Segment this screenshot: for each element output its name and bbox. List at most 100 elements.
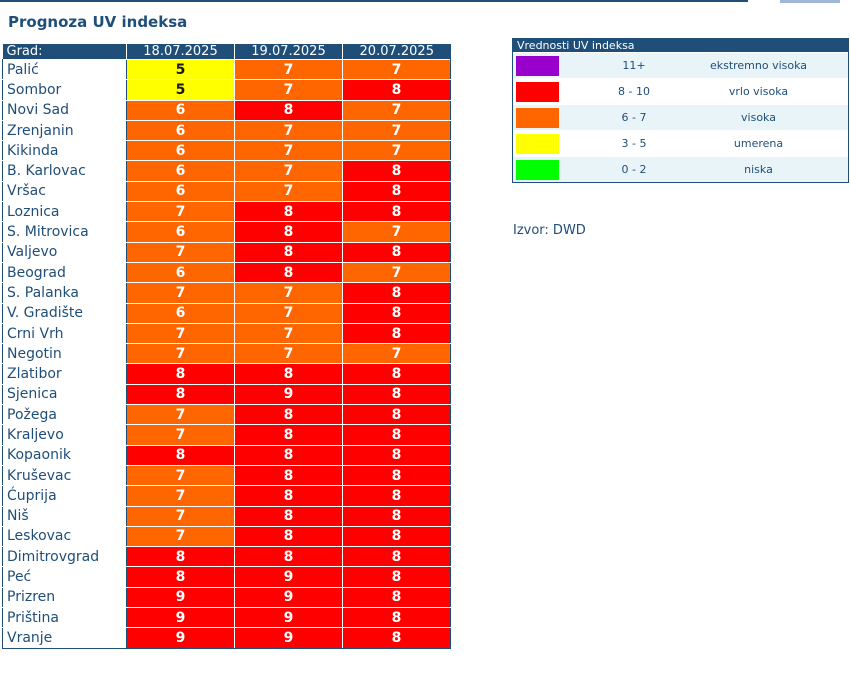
table-row: Niš 7 8 8 <box>2 505 451 527</box>
uv-value-cell: 9 <box>126 586 235 609</box>
table-row: B. Karlovac 6 7 8 <box>2 160 451 182</box>
city-name: B. Karlovac <box>2 160 127 182</box>
uv-value-cell: 7 <box>126 322 235 345</box>
uv-value-cell: 8 <box>342 627 451 649</box>
uv-value-cell: 8 <box>126 546 235 568</box>
uv-forecast-table: Grad: 18.07.2025 19.07.2025 20.07.2025 P… <box>2 44 451 649</box>
uv-value-cell: 8 <box>342 607 451 629</box>
uv-value-cell: 8 <box>342 302 451 324</box>
uv-value-cell: 8 <box>342 282 451 304</box>
uv-value-cell: 8 <box>234 464 343 487</box>
city-name: Novi Sad <box>2 99 127 121</box>
uv-value-cell: 8 <box>342 444 451 466</box>
uv-value-cell: 8 <box>126 363 235 385</box>
table-row: Ćuprija 7 8 8 <box>2 485 451 507</box>
uv-value-cell: 7 <box>234 322 343 345</box>
uv-value-cell: 5 <box>126 58 235 81</box>
legend-range: 6 - 7 <box>621 111 647 124</box>
uv-value-cell: 7 <box>126 464 235 487</box>
uv-value-cell: 9 <box>126 627 235 649</box>
uv-value-cell: 8 <box>234 99 343 121</box>
table-row: Priština 9 9 8 <box>2 607 451 629</box>
city-name: Crni Vrh <box>2 322 127 345</box>
city-name: Vršac <box>2 180 127 203</box>
uv-value-cell: 8 <box>234 444 343 466</box>
legend-row: 11+ ekstremno visoka <box>513 52 848 78</box>
uv-legend: Vrednosti UV indeksa 11+ ekstremno visoka… <box>512 38 849 183</box>
city-name: S. Palanka <box>2 282 127 304</box>
legend-label: visoka <box>741 111 776 124</box>
table-row: Dimitrovgrad 8 8 8 <box>2 546 451 568</box>
city-name: Požega <box>2 404 127 426</box>
uv-value-cell: 8 <box>234 261 343 284</box>
city-name: Valjevo <box>2 241 127 263</box>
table-row: Prizren 9 9 8 <box>2 586 451 609</box>
table-row: Vranje 9 9 8 <box>2 627 451 649</box>
city-name: Prizren <box>2 586 127 609</box>
city-name: S. Mitrovica <box>2 221 127 243</box>
uv-value-cell: 8 <box>234 363 343 385</box>
uv-value-cell: 8 <box>234 424 343 446</box>
uv-value-cell: 6 <box>126 140 235 162</box>
uv-value-cell: 8 <box>234 546 343 568</box>
uv-value-cell: 7 <box>234 302 343 324</box>
table-row: Kopaonik 8 8 8 <box>2 444 451 466</box>
uv-value-cell: 7 <box>342 261 451 284</box>
uv-value-cell: 7 <box>234 282 343 304</box>
table-row: Požega 7 8 8 <box>2 404 451 426</box>
city-name: V. Gradište <box>2 302 127 324</box>
table-row: Valjevo 7 8 8 <box>2 241 451 263</box>
uv-value-cell: 7 <box>234 180 343 203</box>
uv-value-cell: 8 <box>342 485 451 507</box>
uv-value-cell: 8 <box>234 221 343 243</box>
city-name: Beograd <box>2 261 127 284</box>
uv-value-cell: 8 <box>342 525 451 548</box>
table-row: Loznica 7 8 8 <box>2 201 451 223</box>
uv-value-cell: 8 <box>126 383 235 406</box>
city-name: Dimitrovgrad <box>2 546 127 568</box>
uv-value-cell: 7 <box>234 58 343 81</box>
column-header-date: 18.07.2025 <box>126 44 235 60</box>
table-row: Beograd 6 8 7 <box>2 261 451 284</box>
legend-color-swatch <box>516 107 559 128</box>
table-row: Palić 5 7 7 <box>2 58 451 81</box>
uv-value-cell: 8 <box>342 566 451 588</box>
legend-label: ekstremno visoka <box>709 59 808 72</box>
uv-value-cell: 8 <box>234 525 343 548</box>
uv-value-cell: 7 <box>234 160 343 182</box>
uv-value-cell: 7 <box>126 404 235 426</box>
table-row: Sjenica 8 9 8 <box>2 383 451 406</box>
city-name: Kopaonik <box>2 444 127 466</box>
legend-color-swatch <box>516 133 559 154</box>
column-header-city: Grad: <box>2 44 127 60</box>
uv-value-cell: 7 <box>342 140 451 162</box>
legend-title: Vrednosti UV indeksa <box>513 39 848 52</box>
header-logo-fragment <box>780 0 840 3</box>
table-row: Novi Sad 6 8 7 <box>2 99 451 121</box>
uv-value-cell: 6 <box>126 119 235 142</box>
uv-value-cell: 9 <box>234 383 343 406</box>
legend-row: 8 - 10 vrlo visoka <box>513 78 848 104</box>
uv-value-cell: 7 <box>126 201 235 223</box>
uv-value-cell: 8 <box>342 464 451 487</box>
uv-value-cell: 7 <box>342 58 451 81</box>
uv-value-cell: 6 <box>126 261 235 284</box>
page-title: Prognoza UV indeksa <box>8 13 188 31</box>
uv-value-cell: 7 <box>342 221 451 243</box>
table-row: Kikinda 6 7 7 <box>2 140 451 162</box>
city-name: Niš <box>2 505 127 527</box>
uv-value-cell: 6 <box>126 180 235 203</box>
top-divider <box>0 0 748 2</box>
uv-value-cell: 8 <box>342 241 451 263</box>
uv-value-cell: 7 <box>126 343 235 365</box>
legend-color-swatch <box>516 159 559 180</box>
uv-value-cell: 8 <box>234 241 343 263</box>
uv-value-cell: 6 <box>126 302 235 324</box>
legend-row: 6 - 7 visoka <box>513 104 848 130</box>
table-row: S. Palanka 7 7 8 <box>2 282 451 304</box>
legend-range: 11+ <box>622 59 646 72</box>
uv-value-cell: 7 <box>126 485 235 507</box>
uv-value-cell: 7 <box>126 525 235 548</box>
legend-row: 0 - 2 niska <box>513 156 848 182</box>
column-header-date: 20.07.2025 <box>342 44 451 60</box>
